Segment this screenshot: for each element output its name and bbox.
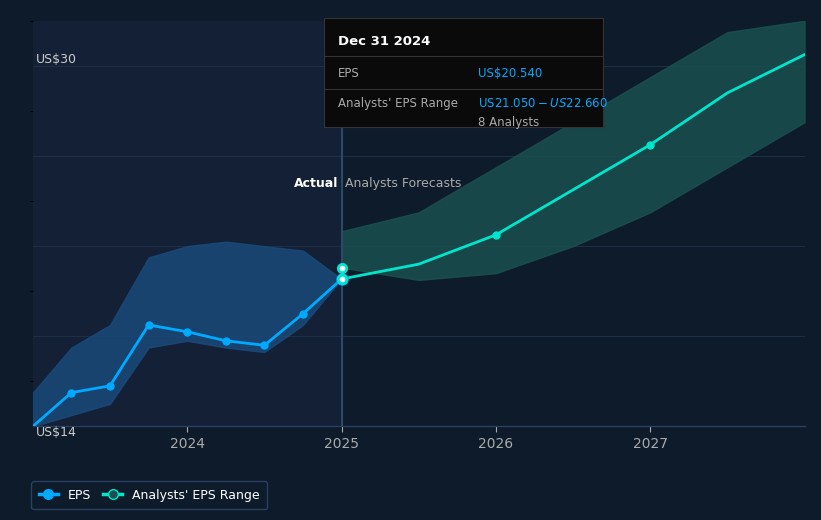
Text: Analysts' EPS Range: Analysts' EPS Range <box>338 97 458 110</box>
Text: 8 Analysts: 8 Analysts <box>478 116 539 129</box>
Text: US$20.540: US$20.540 <box>478 67 542 80</box>
Text: Analysts Forecasts: Analysts Forecasts <box>345 176 461 189</box>
Text: US$30: US$30 <box>36 53 77 66</box>
Text: Dec 31 2024: Dec 31 2024 <box>338 34 431 47</box>
Text: US$14: US$14 <box>36 426 77 439</box>
Text: US$21.050 - US$22.660: US$21.050 - US$22.660 <box>478 97 608 110</box>
Text: EPS: EPS <box>338 67 360 80</box>
Legend: EPS, Analysts' EPS Range: EPS, Analysts' EPS Range <box>31 482 268 510</box>
Text: Actual: Actual <box>294 176 338 189</box>
Bar <box>33 21 342 426</box>
